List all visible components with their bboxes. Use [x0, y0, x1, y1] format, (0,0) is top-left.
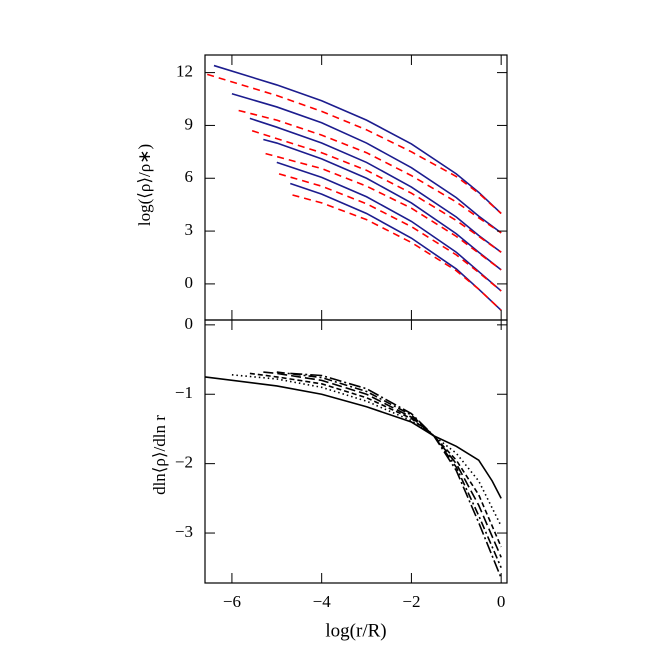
series-line	[204, 376, 502, 499]
y-tick-label: 0	[185, 273, 194, 292]
series-line	[276, 371, 502, 569]
series-line	[265, 152, 502, 271]
x-tick-label: −6	[223, 592, 241, 611]
y-tick-label: 6	[185, 167, 194, 186]
x-tick-label: −4	[313, 592, 332, 611]
series-line	[290, 372, 502, 579]
series-line	[238, 109, 502, 234]
y-tick-label: 3	[185, 220, 194, 239]
x-tick-label: 0	[497, 592, 506, 611]
y-tick-label: −3	[175, 522, 193, 541]
series-line	[249, 117, 502, 253]
series-line	[251, 129, 502, 253]
series-line	[263, 371, 502, 558]
plot-frame	[204, 319, 508, 584]
y-tick-label: −1	[175, 383, 193, 402]
y-axis-label: dln⟨ρ⟩/dln r	[150, 415, 169, 495]
x-axis-label: log(r/R)	[325, 620, 386, 641]
series-line	[231, 92, 502, 234]
y-axis-label: log(⟨ρ⟩/ρ∗)	[135, 144, 154, 226]
series-line	[207, 73, 502, 215]
y-tick-label: 12	[176, 62, 193, 81]
y-tick-label: 9	[185, 114, 194, 133]
plot-frame	[204, 54, 508, 321]
series-line	[292, 194, 502, 311]
y-tick-label: −2	[175, 453, 193, 472]
series-line	[249, 372, 502, 548]
series-line	[213, 64, 502, 215]
x-tick-label: −2	[402, 592, 420, 611]
series-line	[276, 161, 502, 292]
series-line	[231, 374, 502, 527]
series-line	[263, 138, 502, 271]
y-tick-label: 0	[185, 314, 194, 333]
